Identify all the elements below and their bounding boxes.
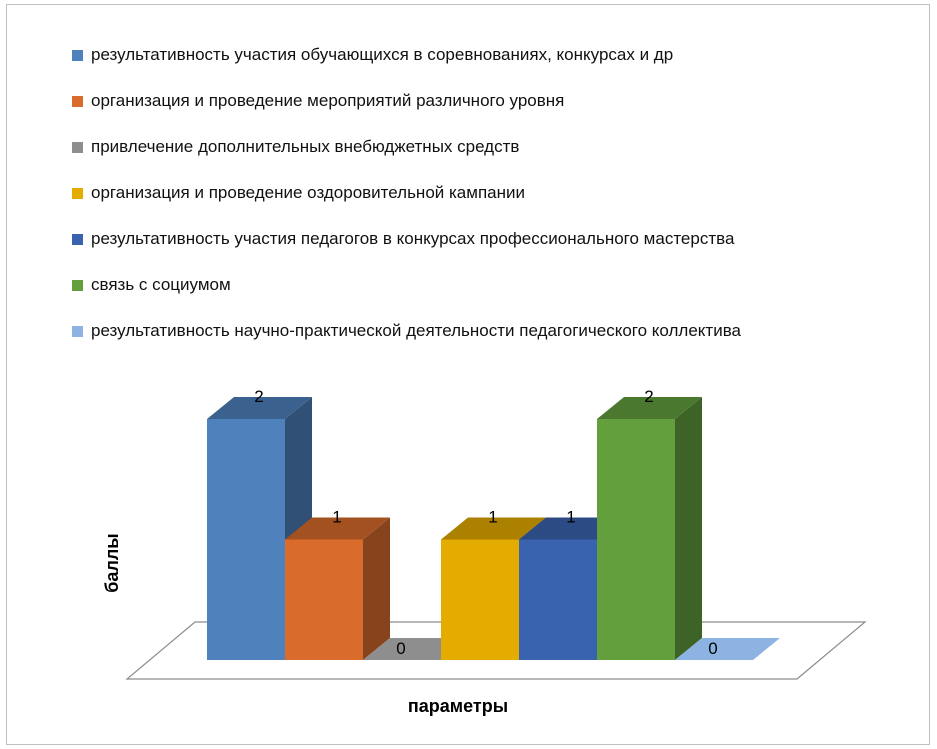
value-label-group: 2 1 0 1 1 2 0 bbox=[254, 387, 717, 658]
bar-front bbox=[597, 419, 675, 660]
legend-label: организация и проведение оздоровительной… bbox=[91, 183, 525, 202]
legend-label: результативность участия обучающихся в с… bbox=[91, 45, 674, 64]
data-label: 1 bbox=[566, 508, 575, 527]
data-label: 1 bbox=[488, 508, 497, 527]
legend-item: результативность участия обучающихся в с… bbox=[72, 32, 741, 78]
legend-item: результативность участия педагогов в кон… bbox=[72, 216, 741, 262]
x-axis-label: параметры bbox=[408, 696, 508, 716]
bar bbox=[597, 397, 702, 660]
bar-top bbox=[285, 517, 390, 540]
legend-item: организация и проведение оздоровительной… bbox=[72, 170, 741, 216]
legend-label: связь с социумом bbox=[91, 275, 231, 294]
legend-label: привлечение дополнительных внебюджетных … bbox=[91, 137, 520, 156]
bar-front bbox=[207, 419, 285, 660]
legend-item: привлечение дополнительных внебюджетных … bbox=[72, 124, 741, 170]
data-label: 2 bbox=[644, 387, 653, 406]
bar-side bbox=[363, 517, 390, 660]
legend-item: организация и проведение мероприятий раз… bbox=[72, 78, 741, 124]
legend-swatch bbox=[72, 187, 83, 199]
legend-swatch bbox=[72, 325, 83, 337]
data-label: 0 bbox=[708, 639, 717, 658]
bar bbox=[207, 397, 312, 660]
legend-label: результативность научно-практической дея… bbox=[91, 321, 742, 340]
data-label: 2 bbox=[254, 387, 263, 406]
bar-top bbox=[675, 638, 780, 660]
legend-swatch bbox=[72, 141, 83, 153]
legend-label: результативность участия педагогов в кон… bbox=[91, 229, 735, 248]
bar-group bbox=[207, 397, 780, 660]
bar-top bbox=[441, 517, 546, 540]
legend-swatch bbox=[72, 49, 83, 61]
legend-item: результативность научно-практической дея… bbox=[72, 308, 741, 354]
bar-front bbox=[441, 539, 519, 660]
bar-top bbox=[207, 397, 312, 419]
bar-front bbox=[285, 539, 363, 660]
data-label: 1 bbox=[332, 508, 341, 527]
legend-swatch bbox=[72, 279, 83, 291]
data-label: 0 bbox=[396, 639, 405, 658]
bar-front bbox=[519, 539, 597, 660]
legend-label: организация и проведение мероприятий раз… bbox=[91, 91, 565, 110]
legend-item: связь с социумом bbox=[72, 262, 741, 308]
bar bbox=[675, 638, 780, 660]
chart-legend: результативность участия обучающихся в с… bbox=[72, 32, 741, 354]
bar-top bbox=[597, 397, 702, 419]
bar bbox=[285, 517, 390, 660]
legend-swatch bbox=[72, 95, 83, 107]
bar-side bbox=[675, 397, 702, 660]
y-axis-label: баллы bbox=[102, 533, 122, 592]
legend-swatch bbox=[72, 233, 83, 245]
